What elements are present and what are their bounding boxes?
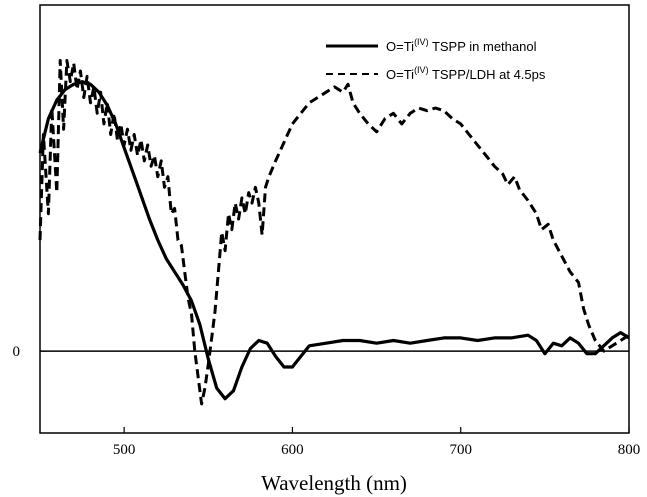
legend: O=Ti(IV) TSPP in methanol O=Ti(IV) TSPP/L…: [326, 37, 546, 82]
axis-layer: 500 600 700 800 0: [13, 344, 641, 458]
series-layer: [38, 59, 630, 406]
legend-label-2: O=Ti(IV) TSPP/LDH at 4.5ps: [386, 65, 546, 82]
y-tick-label: 0: [13, 344, 21, 360]
x-tick-label: 600: [281, 442, 304, 458]
series-line-1: [38, 80, 630, 401]
x-axis-title: Wavelength (nm): [261, 471, 407, 495]
x-tick-label: 700: [449, 442, 472, 458]
series-line-2: [38, 59, 630, 406]
x-tick-label: 800: [618, 442, 641, 458]
x-tick-label: 500: [113, 442, 136, 458]
legend-label-1: O=Ti(IV) TSPP in methanol: [386, 37, 537, 54]
